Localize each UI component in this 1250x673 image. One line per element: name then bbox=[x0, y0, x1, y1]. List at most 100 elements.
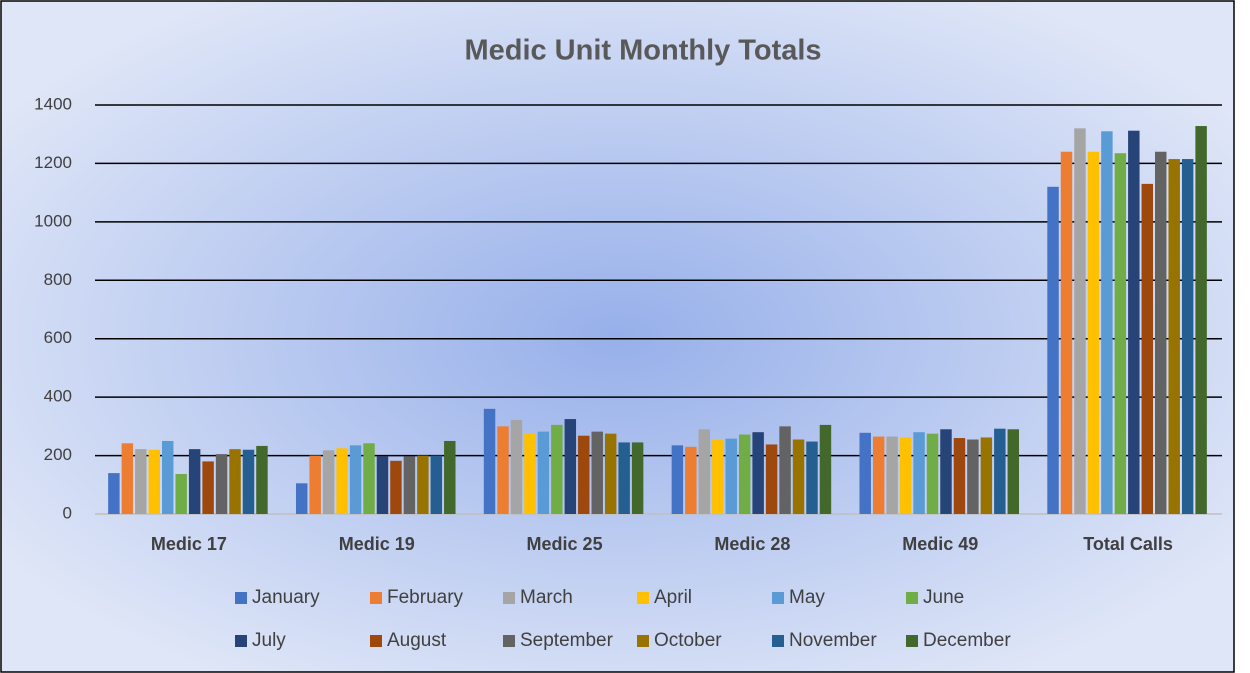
legend-swatch bbox=[503, 592, 515, 604]
bar bbox=[738, 434, 751, 514]
bar bbox=[685, 446, 697, 514]
y-tick-label: 400 bbox=[44, 387, 72, 406]
legend-label: October bbox=[654, 630, 722, 651]
bar bbox=[899, 437, 912, 514]
legend-label: January bbox=[252, 587, 320, 608]
bar bbox=[390, 460, 402, 514]
legend-swatch bbox=[370, 635, 382, 647]
legend-swatch bbox=[235, 635, 247, 647]
y-tick-label: 1000 bbox=[34, 211, 72, 230]
legend-swatch bbox=[637, 592, 649, 604]
bar bbox=[604, 433, 617, 514]
bar bbox=[135, 449, 147, 514]
legend-swatch bbox=[637, 635, 649, 647]
bar bbox=[940, 429, 952, 514]
bar bbox=[578, 435, 590, 514]
bar bbox=[994, 428, 1006, 514]
y-tick-label: 0 bbox=[63, 503, 72, 522]
legend-swatch bbox=[503, 635, 515, 647]
legend-label: July bbox=[252, 630, 286, 651]
bar bbox=[1087, 151, 1100, 514]
bar bbox=[712, 439, 724, 514]
x-tick-label: Medic 28 bbox=[714, 534, 790, 554]
bar bbox=[671, 445, 684, 514]
legend-label: March bbox=[520, 587, 573, 608]
bar bbox=[202, 461, 214, 514]
bar bbox=[175, 473, 187, 514]
bar bbox=[1141, 183, 1154, 514]
bar bbox=[1168, 159, 1180, 514]
bar bbox=[1047, 186, 1059, 515]
bar bbox=[564, 419, 577, 514]
bar bbox=[417, 455, 429, 514]
bar bbox=[363, 443, 375, 514]
bar bbox=[256, 445, 268, 514]
bar bbox=[309, 455, 321, 514]
x-tick-label: Medic 49 bbox=[902, 534, 978, 554]
legend-swatch bbox=[906, 635, 918, 647]
bar bbox=[967, 439, 979, 514]
legend-label: May bbox=[789, 587, 825, 608]
bar bbox=[913, 432, 925, 514]
bar bbox=[1128, 130, 1140, 515]
bar bbox=[1101, 131, 1113, 515]
bar bbox=[752, 432, 764, 514]
legend-label: December bbox=[923, 630, 1011, 651]
legend-label: November bbox=[789, 630, 877, 651]
bar bbox=[631, 442, 644, 514]
y-tick-label: 1200 bbox=[34, 153, 72, 172]
bar bbox=[336, 448, 348, 514]
y-tick-label: 800 bbox=[44, 270, 72, 289]
bar bbox=[792, 439, 805, 514]
bar bbox=[872, 436, 885, 514]
x-tick-label: Medic 19 bbox=[339, 534, 415, 554]
legend-label: August bbox=[387, 630, 447, 651]
bar bbox=[819, 424, 832, 514]
bar bbox=[215, 454, 228, 514]
bar bbox=[188, 449, 201, 514]
chart-title: Medic Unit Monthly Totals bbox=[464, 35, 821, 67]
bar bbox=[403, 456, 416, 514]
legend-swatch bbox=[772, 592, 784, 604]
bar bbox=[926, 433, 939, 514]
bar bbox=[806, 441, 818, 514]
bar bbox=[1181, 159, 1194, 514]
legend-swatch bbox=[906, 592, 918, 604]
bar bbox=[242, 449, 255, 514]
bar bbox=[376, 456, 389, 514]
y-tick-label: 600 bbox=[44, 328, 72, 347]
x-tick-label: Medic 25 bbox=[527, 534, 603, 554]
bar bbox=[725, 438, 737, 514]
bar bbox=[483, 408, 496, 514]
bar bbox=[295, 483, 308, 514]
bar bbox=[497, 426, 509, 514]
bar bbox=[1195, 126, 1207, 514]
bar bbox=[524, 433, 536, 514]
bar bbox=[765, 444, 778, 514]
bar bbox=[349, 445, 362, 514]
legend-swatch bbox=[235, 592, 247, 604]
bar bbox=[618, 442, 630, 514]
bar bbox=[1074, 128, 1086, 514]
bar bbox=[1114, 153, 1127, 515]
bar bbox=[859, 432, 871, 514]
bar bbox=[229, 449, 241, 514]
bar bbox=[779, 426, 791, 514]
y-tick-label: 200 bbox=[44, 445, 72, 464]
bar bbox=[444, 440, 456, 514]
bar bbox=[108, 473, 120, 514]
x-tick-label: Medic 17 bbox=[151, 534, 227, 554]
bar bbox=[1007, 429, 1020, 514]
legend-swatch bbox=[370, 592, 382, 604]
bar bbox=[148, 449, 160, 514]
bar bbox=[322, 450, 335, 514]
bar bbox=[537, 431, 550, 514]
bar bbox=[980, 437, 993, 514]
bar bbox=[953, 438, 966, 514]
bar bbox=[551, 424, 563, 514]
bar bbox=[591, 431, 603, 514]
bar bbox=[1155, 151, 1167, 514]
legend-label: September bbox=[520, 630, 614, 651]
